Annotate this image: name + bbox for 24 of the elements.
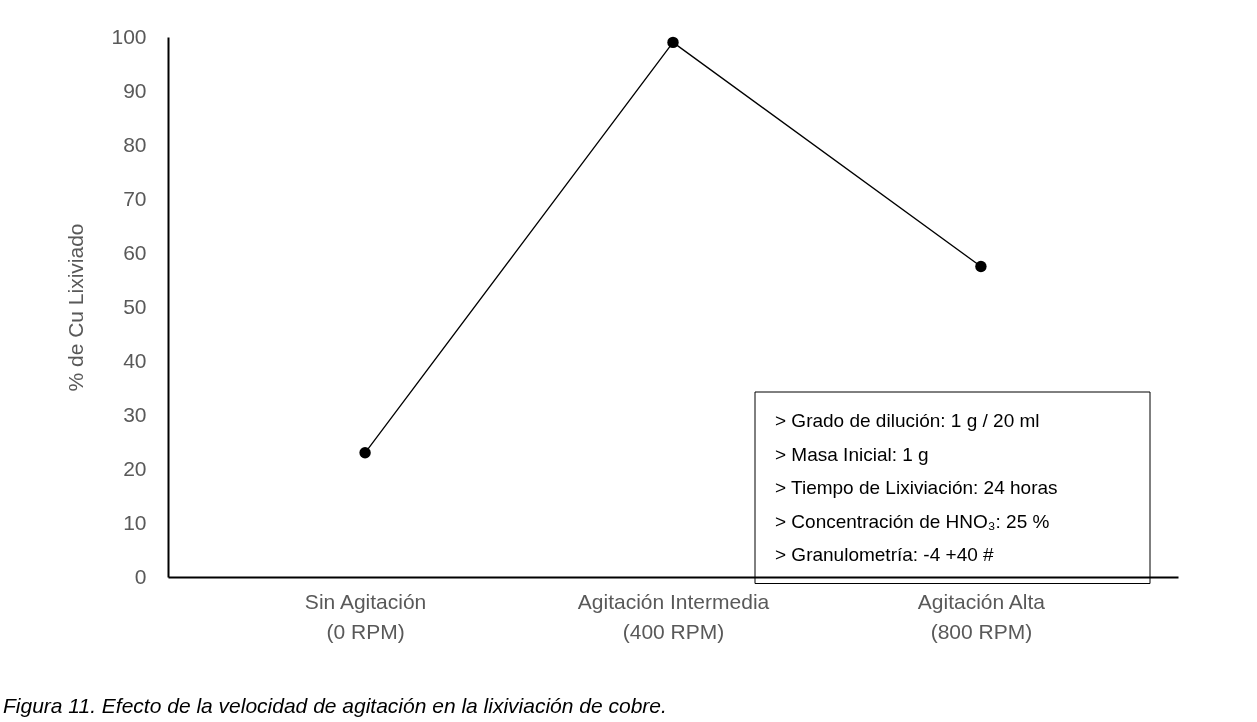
y-tick-label: 30: [123, 402, 147, 426]
point: [667, 36, 679, 49]
y-tick-label: 40: [123, 348, 147, 372]
y-tick-label: 60: [123, 240, 147, 264]
y-tick-label: 90: [123, 78, 147, 102]
x-tick-label: Agitación Alta (800 RPM): [917, 589, 1046, 643]
annotation: > Concentración de HNO₃: 25 %: [775, 510, 1050, 532]
y-tick-label: 80: [123, 132, 147, 156]
annotation: > Granulometría: -4 +40 #: [775, 544, 995, 565]
annotation: > Tiempo de Lixiviación: 24 horas: [775, 477, 1058, 498]
x-tick-label: Sin Agitación (0 RPM): [304, 589, 427, 643]
y-tick-label: 20: [123, 456, 147, 480]
y-tick-label: 0: [134, 564, 147, 588]
text: Figura 11. Efecto de la velocidad de agitación en la lixiviación de cobre.: [3, 694, 667, 717]
y-tick-label: 70: [123, 186, 147, 210]
annotation: > Grado de dilución: 1 g / 20 ml: [775, 410, 1040, 431]
x-tick-label: Agitación Intermedia (400 RPM): [577, 589, 770, 643]
y-tick-label: 50: [123, 294, 147, 318]
point: [359, 447, 371, 459]
point: [975, 260, 987, 273]
y-tick-label: 100: [111, 24, 147, 48]
y-tick-label: 10: [123, 510, 147, 534]
y-axis-title: % de Cu Lixiviado: [64, 223, 88, 392]
annotation: > Masa Inicial: 1 g: [775, 443, 929, 465]
